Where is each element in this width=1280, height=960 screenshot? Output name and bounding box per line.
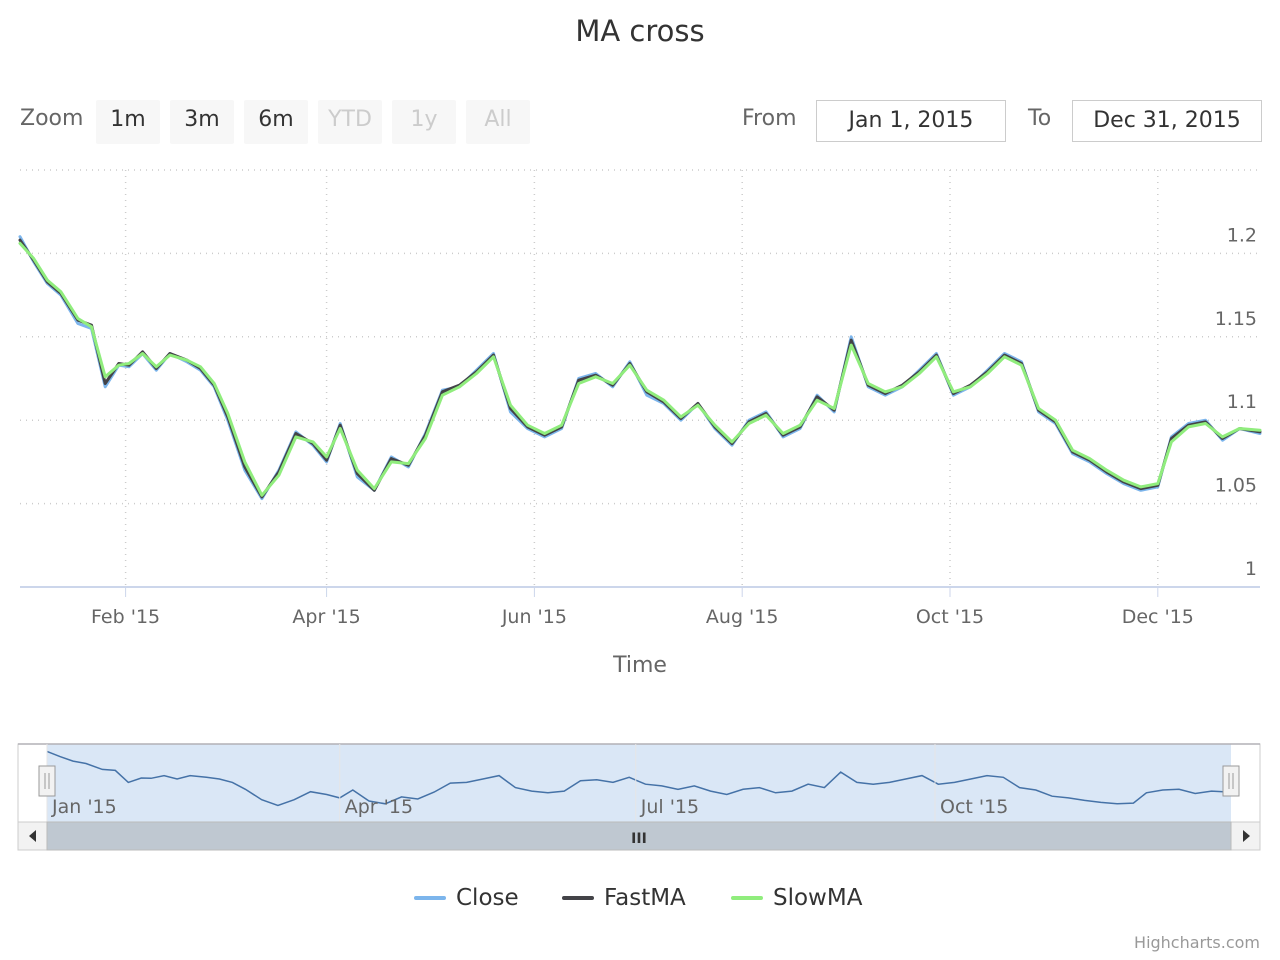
from-date-input[interactable]: Jan 1, 2015 [816, 100, 1006, 142]
navigator-label: Jan '15 [51, 796, 117, 818]
legend-label-fastma: FastMA [604, 885, 686, 911]
zoom-all-button: All [466, 100, 530, 144]
x-tick-label: Apr '15 [292, 606, 360, 628]
zoom-6m-button[interactable]: 6m [244, 100, 308, 144]
x-tick-label: Aug '15 [706, 606, 779, 628]
close-series-line[interactable] [18, 235, 1262, 501]
legend-label-close: Close [456, 885, 519, 911]
x-tick-label: Jun '15 [501, 606, 567, 628]
legend: Close FastMA SlowMA [0, 882, 1280, 914]
scrollbar-thumb[interactable] [46, 821, 1232, 851]
zoom-1y-button: 1y [392, 100, 456, 144]
legend-item-fastma[interactable]: FastMA [562, 882, 686, 914]
to-label: To [1028, 106, 1052, 131]
chart-title: MA cross [575, 14, 705, 48]
scroll-left-arrow-icon[interactable] [29, 830, 36, 842]
y-tick-label: 1.05 [1215, 475, 1257, 497]
scroll-right-arrow-icon[interactable] [1243, 830, 1250, 842]
fastma-series-line[interactable] [18, 238, 1262, 499]
legend-label-slowma: SlowMA [773, 885, 863, 911]
legend-item-slowma[interactable]: SlowMA [731, 882, 862, 914]
navigator[interactable]: Jan '15 Apr '15 Jul '15 Oct '15 III [17, 743, 1261, 851]
y-tick-label: 1.1 [1227, 391, 1257, 413]
scrollbar[interactable]: III [17, 821, 1261, 851]
navigator-label: Jul '15 [640, 796, 699, 818]
navigator-label: Apr '15 [345, 796, 413, 818]
axis-layer: 1 1.05 1.1 1.15 1.2 Feb '15 Apr '15 Jun '15 Aug … [20, 224, 1260, 628]
y-tick-label: 1 [1245, 558, 1257, 580]
slowma-swatch-icon [731, 896, 763, 900]
credits-link[interactable]: Highcharts.com [1134, 933, 1260, 952]
scrollbar-grip-icon: III [631, 831, 647, 847]
close-swatch-icon [414, 896, 446, 900]
navigator-label: Oct '15 [940, 796, 1008, 818]
x-tick-label: Feb '15 [91, 606, 160, 628]
navigator-right-handle[interactable] [1222, 765, 1240, 797]
x-tick-label: Dec '15 [1122, 606, 1194, 628]
navigator-selected-range [47, 744, 1231, 822]
zoom-1m-button[interactable]: 1m [96, 100, 160, 144]
series-layer [18, 235, 1262, 501]
navigator-left-handle[interactable] [38, 765, 56, 797]
to-date-input[interactable]: Dec 31, 2015 [1072, 100, 1262, 142]
y-tick-label: 1.15 [1215, 308, 1257, 330]
legend-item-close[interactable]: Close [414, 882, 519, 914]
y-tick-label: 1.2 [1227, 224, 1257, 246]
zoom-label: Zoom [20, 106, 84, 131]
zoom-3m-button[interactable]: 3m [170, 100, 234, 144]
navigator-series-line [46, 750, 1232, 807]
from-label: From [742, 106, 797, 131]
fastma-swatch-icon [562, 896, 594, 900]
x-tick-label: Oct '15 [916, 606, 984, 628]
x-axis-title: Time [612, 653, 667, 678]
zoom-ytd-button: YTD [318, 100, 382, 144]
slowma-series-line[interactable] [18, 241, 1262, 497]
